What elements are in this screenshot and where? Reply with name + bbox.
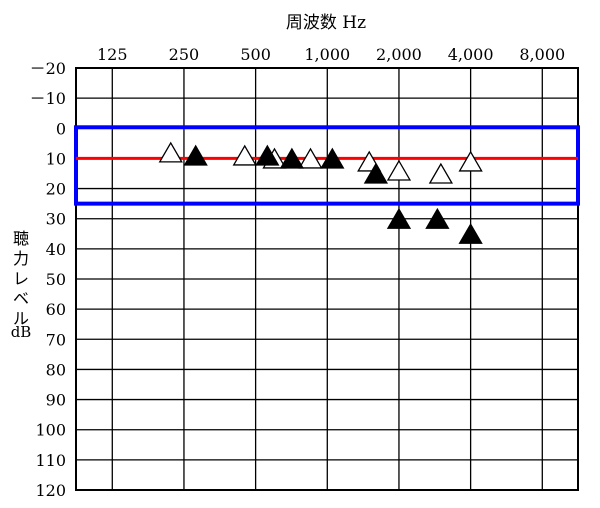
y-tick-label: 80 xyxy=(46,360,66,379)
filled-triangle-marker xyxy=(255,144,280,166)
y-tick-label: 110 xyxy=(35,451,66,470)
open-triangle-marker xyxy=(428,162,454,184)
filled-triangle-marker xyxy=(386,207,412,229)
filled-triangle-marker xyxy=(320,147,345,169)
y-tick-labels: －20 －10 0 10 20 30 40 50 60 70 80 90 100 110 120 xyxy=(30,59,66,500)
open-triangle-marker xyxy=(158,141,183,163)
x-tick-label: 8,000 xyxy=(519,45,565,64)
chart-title: 周波数 Hz xyxy=(286,13,366,33)
y-tick-label: 50 xyxy=(46,270,66,289)
y-tick-label: 60 xyxy=(46,300,66,319)
y-tick-label: 90 xyxy=(46,391,66,410)
y-axis-label-unit: dB xyxy=(11,323,32,341)
y-tick-label: 120 xyxy=(35,481,66,500)
filled-triangle-marker xyxy=(458,222,483,244)
y-tick-label: 30 xyxy=(46,210,66,229)
y-axis-label-char: レ xyxy=(13,269,29,288)
y-tick-label: 70 xyxy=(46,330,66,349)
data-markers xyxy=(158,141,483,244)
open-triangle-marker xyxy=(458,150,483,172)
grid xyxy=(75,67,579,491)
y-tick-label: －20 xyxy=(30,59,66,78)
filled-triangle-marker xyxy=(279,147,305,169)
x-tick-label: 125 xyxy=(97,45,128,64)
y-tick-label: －10 xyxy=(30,89,66,108)
filled-triangle-marker xyxy=(425,207,450,229)
filled-triangle-marker xyxy=(183,144,208,166)
highlight-box xyxy=(74,125,580,206)
x-tick-label: 1,000 xyxy=(304,45,350,64)
filled-triangle-marker xyxy=(363,162,389,184)
y-tick-label: 100 xyxy=(35,421,66,440)
open-triangle-marker xyxy=(386,159,412,181)
y-axis-label-char: ベ xyxy=(13,289,29,308)
y-tick-label: 40 xyxy=(46,240,66,259)
y-tick-label: 20 xyxy=(46,180,66,199)
x-tick-label: 500 xyxy=(240,45,271,64)
y-axis-label-char: 聴 xyxy=(13,229,29,248)
y-tick-label: 10 xyxy=(46,149,66,168)
x-tick-labels: 125 250 500 1,000 2,000 4,000 8,000 xyxy=(97,45,565,64)
x-tick-label: 2,000 xyxy=(376,45,422,64)
x-tick-label: 4,000 xyxy=(448,45,494,64)
open-triangle-marker xyxy=(298,147,323,169)
x-tick-label: 250 xyxy=(169,45,200,64)
open-triangle-marker xyxy=(232,144,257,166)
y-axis-label-char: ル xyxy=(13,309,29,328)
y-axis-label-char: 力 xyxy=(13,249,29,268)
y-tick-label: 0 xyxy=(56,119,66,138)
